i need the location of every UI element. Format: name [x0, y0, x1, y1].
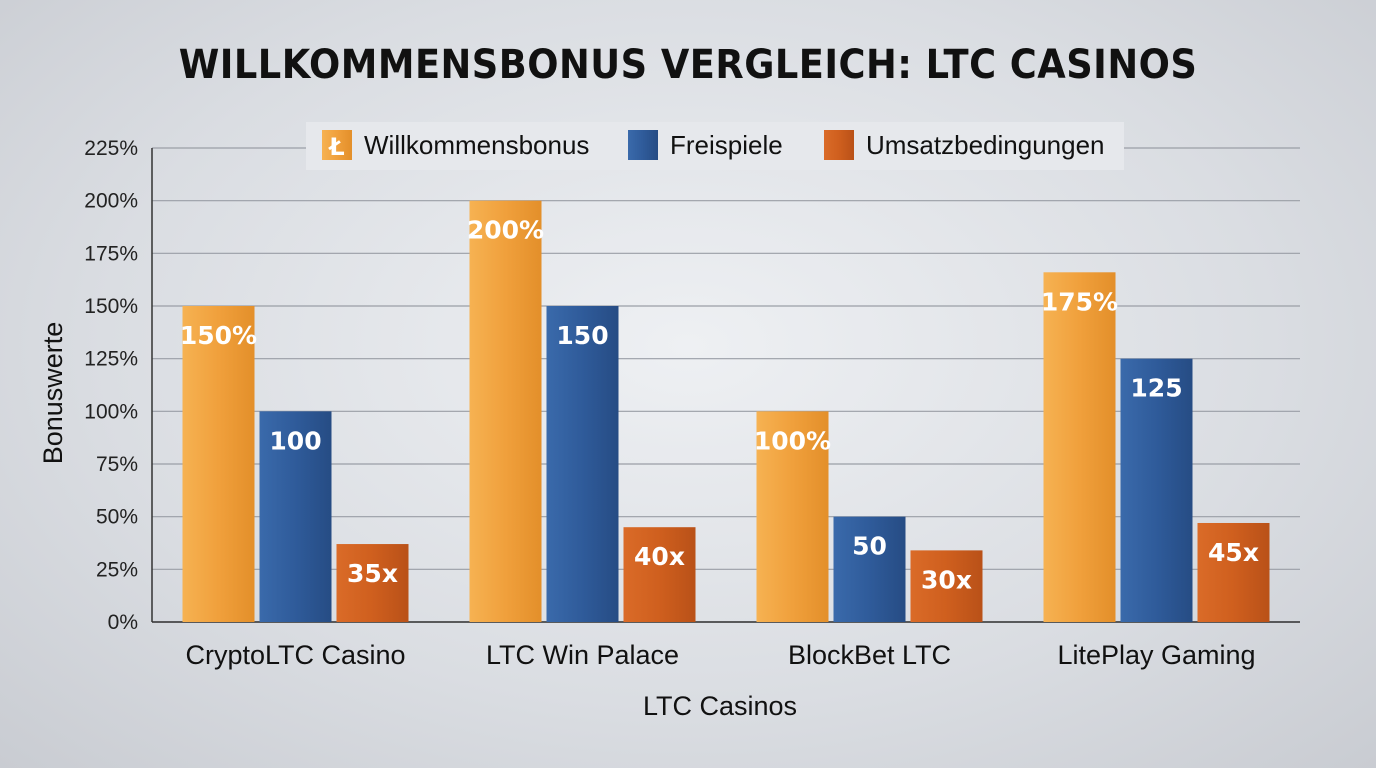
bar-freispiele	[833, 516, 906, 622]
x-axis-title: LTC Casinos	[643, 691, 797, 721]
bar-willkommensbonus	[1043, 272, 1116, 622]
bar-value-label: 50	[852, 532, 887, 561]
y-tick-label: 0%	[108, 611, 138, 634]
bar-value-label: 45x	[1208, 538, 1259, 567]
y-tick-label: 150%	[84, 295, 138, 318]
bar-value-label: 40x	[634, 542, 685, 571]
bar-umsatzbedingungen	[623, 527, 696, 622]
bar-value-label: 150%	[180, 321, 257, 350]
legend-swatch-willkommensbonus	[322, 130, 352, 160]
bar-value-label: 175%	[1041, 287, 1118, 316]
chart-title: WILLKOMMENSBONUS VERGLEICH: LTC CASINOS	[178, 42, 1198, 88]
bar-willkommensbonus	[756, 411, 829, 622]
bar-willkommensbonus	[182, 306, 255, 622]
bar-freispiele	[259, 411, 332, 622]
legend-swatch-freispiele	[628, 130, 658, 160]
bar-value-label: 100	[269, 426, 321, 455]
y-axis-title: Bonuswerte	[38, 322, 68, 465]
bar-value-label: 125	[1130, 374, 1182, 403]
x-category-label: CryptoLTC Casino	[185, 640, 405, 670]
legend-swatch-umsatzbedingungen	[824, 130, 854, 160]
x-category-label: BlockBet LTC	[788, 640, 951, 670]
legend-label: Umsatzbedingungen	[866, 130, 1105, 160]
bar-value-label: 35x	[347, 559, 398, 588]
y-tick-label: 225%	[84, 137, 138, 160]
legend-label: Willkommensbonus	[364, 130, 589, 160]
legend-label: Freispiele	[670, 130, 783, 160]
bar-value-label: 30x	[921, 565, 972, 594]
legend-background	[306, 122, 1124, 170]
x-category-label: LTC Win Palace	[486, 640, 679, 670]
y-tick-label: 25%	[96, 558, 138, 581]
bar-value-label: 200%	[467, 216, 544, 245]
x-category-label: LitePlay Gaming	[1057, 640, 1255, 670]
y-tick-label: 200%	[84, 190, 138, 213]
bar-umsatzbedingungen	[1197, 522, 1270, 622]
y-tick-label: 50%	[96, 506, 138, 529]
bar-umsatzbedingungen	[910, 550, 983, 622]
bar-value-label: 150	[556, 321, 608, 350]
bar-willkommensbonus	[469, 200, 542, 622]
litecoin-icon: Ł	[327, 133, 344, 161]
y-tick-label: 100%	[84, 400, 138, 423]
bar-freispiele	[546, 306, 619, 622]
bar-value-label: 100%	[754, 426, 831, 455]
y-tick-label: 75%	[96, 453, 138, 476]
y-tick-label: 175%	[84, 242, 138, 265]
bar-umsatzbedingungen	[336, 544, 409, 622]
y-tick-label: 125%	[84, 348, 138, 371]
bar-freispiele	[1120, 358, 1193, 622]
